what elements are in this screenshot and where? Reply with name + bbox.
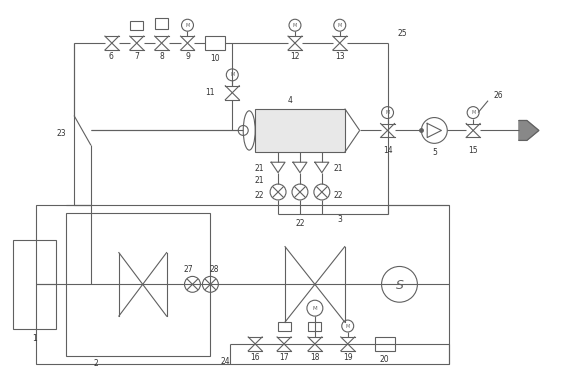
- Bar: [36, 205, 449, 364]
- Bar: [66, 213, 210, 356]
- Text: M: M: [471, 110, 475, 115]
- Text: 10: 10: [210, 54, 220, 63]
- Bar: [155, 18, 168, 29]
- Text: M: M: [312, 306, 317, 311]
- Bar: [205, 36, 225, 50]
- Text: 26: 26: [493, 91, 503, 100]
- Text: 6: 6: [108, 52, 113, 61]
- Bar: [278, 322, 290, 330]
- Text: M: M: [230, 72, 234, 77]
- Text: 24: 24: [220, 357, 230, 366]
- Text: M: M: [185, 23, 189, 28]
- Text: 2: 2: [93, 359, 99, 368]
- Text: 16: 16: [250, 353, 260, 362]
- Text: 12: 12: [290, 52, 300, 61]
- Bar: [13, 240, 56, 329]
- Text: 4: 4: [287, 96, 293, 105]
- Text: 15: 15: [468, 146, 478, 155]
- Text: 23: 23: [57, 129, 66, 138]
- Text: 1: 1: [32, 334, 37, 344]
- Text: 27: 27: [184, 265, 194, 274]
- Bar: [130, 21, 143, 30]
- Text: 5: 5: [432, 148, 437, 157]
- Text: 8: 8: [159, 52, 164, 61]
- Text: 19: 19: [343, 353, 353, 362]
- Text: 28: 28: [210, 265, 219, 274]
- Text: M: M: [293, 23, 297, 28]
- Text: 3: 3: [338, 215, 342, 224]
- Text: 22: 22: [255, 191, 264, 200]
- Text: 17: 17: [279, 353, 289, 362]
- Text: 20: 20: [380, 355, 389, 364]
- Text: M: M: [346, 323, 350, 328]
- Bar: [255, 108, 345, 152]
- Text: 22: 22: [334, 191, 343, 200]
- Text: M: M: [385, 110, 389, 115]
- Text: 14: 14: [382, 146, 392, 155]
- Text: 25: 25: [398, 29, 407, 38]
- Text: 11: 11: [205, 88, 215, 97]
- Text: S: S: [395, 279, 403, 292]
- Text: M: M: [338, 23, 342, 28]
- Text: 21: 21: [334, 164, 343, 173]
- Bar: [375, 337, 395, 351]
- Text: 7: 7: [134, 52, 139, 61]
- Text: 13: 13: [335, 52, 345, 61]
- Text: 22: 22: [295, 219, 305, 228]
- Text: 21: 21: [255, 176, 264, 185]
- Text: 9: 9: [185, 52, 190, 61]
- Polygon shape: [519, 120, 539, 141]
- Text: 21: 21: [255, 164, 264, 173]
- Text: 18: 18: [310, 353, 319, 362]
- Bar: [308, 322, 321, 330]
